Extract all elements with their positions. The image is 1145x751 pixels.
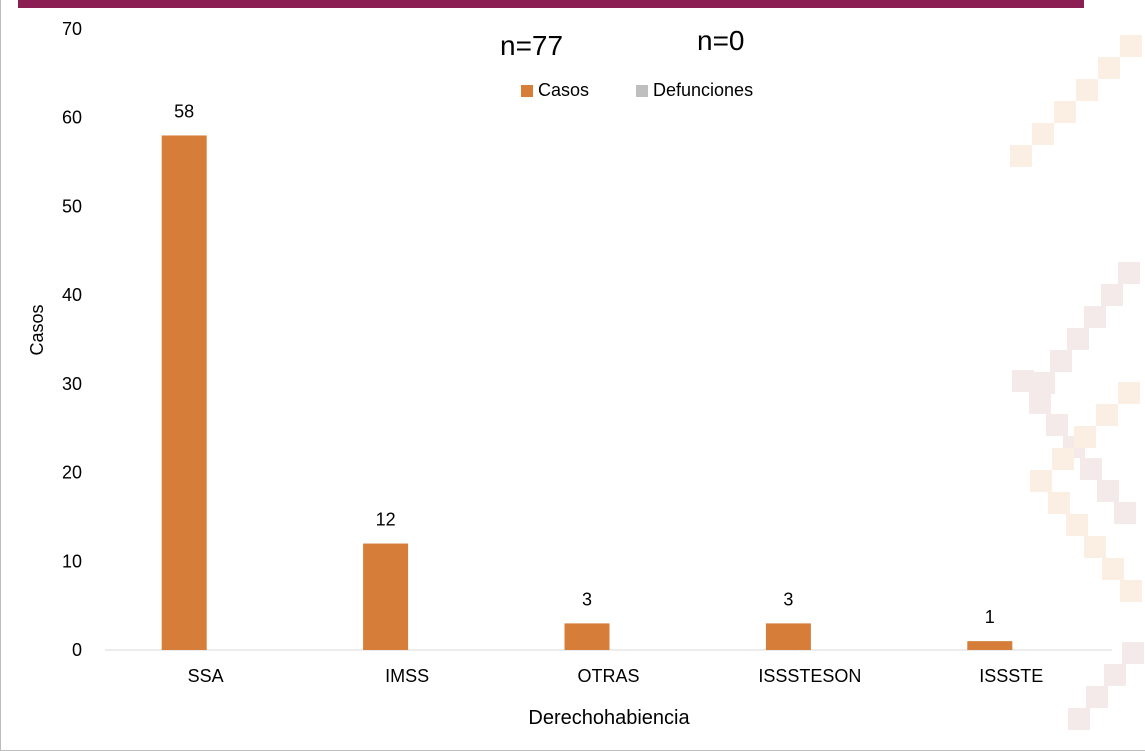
bar-labels-group: 58 12 3 3 1 xyxy=(174,101,995,627)
pattern-square xyxy=(1048,492,1070,514)
pattern-square xyxy=(1032,123,1054,145)
pattern-square xyxy=(1066,514,1088,536)
bar-value-label: 58 xyxy=(174,101,194,121)
pattern-square xyxy=(1118,382,1140,404)
pattern-square xyxy=(1076,79,1098,101)
n-defunciones-label: n=0 xyxy=(697,25,745,56)
pattern-square xyxy=(1050,350,1072,372)
x-tick-label: ISSSTE xyxy=(979,666,1043,686)
pattern-square xyxy=(1052,448,1074,470)
pattern-square xyxy=(1118,262,1140,284)
legend-swatch-defunciones xyxy=(636,85,648,97)
bar-value-label: 12 xyxy=(376,510,396,530)
x-tick-label: ISSSTESON xyxy=(758,666,861,686)
pattern-square xyxy=(1096,404,1118,426)
header-bar xyxy=(18,0,1084,8)
pattern-square xyxy=(1120,580,1142,602)
y-axis-title: Casos xyxy=(27,304,47,355)
bar-casos xyxy=(564,623,610,650)
pattern-square xyxy=(1098,57,1120,79)
pattern-square xyxy=(1104,664,1126,686)
pattern-square xyxy=(1012,370,1034,392)
pattern-square xyxy=(1029,392,1051,414)
pattern-square xyxy=(1080,458,1102,480)
y-tick-label: 60 xyxy=(62,108,82,128)
y-tick-label: 50 xyxy=(62,196,82,216)
x-axis-ticks: SSA IMSS OTRAS ISSSTESON ISSSTE xyxy=(188,666,1044,686)
legend-label-casos: Casos xyxy=(538,80,589,100)
n-casos-label: n=77 xyxy=(500,30,564,61)
pattern-square xyxy=(1030,470,1052,492)
y-tick-label: 0 xyxy=(72,640,82,660)
y-tick-label: 30 xyxy=(62,374,82,394)
x-tick-label: IMSS xyxy=(385,666,429,686)
bars-group xyxy=(161,135,1013,650)
pattern-square xyxy=(1102,558,1124,580)
pattern-square xyxy=(1086,686,1108,708)
pattern-square xyxy=(1033,372,1055,394)
legend: Casos Defunciones xyxy=(521,80,753,100)
pattern-square xyxy=(1120,35,1142,57)
pattern-square xyxy=(1122,642,1144,664)
bar-casos xyxy=(363,543,409,650)
y-tick-label: 40 xyxy=(62,285,82,305)
pattern-square xyxy=(1101,284,1123,306)
bar-casos xyxy=(765,623,811,650)
y-axis-ticks: 0 10 20 30 40 50 60 70 xyxy=(62,19,82,660)
legend-swatch-casos xyxy=(521,85,533,97)
pattern-square xyxy=(1054,101,1076,123)
pattern-square xyxy=(1084,306,1106,328)
bar-value-label: 3 xyxy=(582,589,592,609)
pattern-square xyxy=(1068,708,1090,730)
pattern-square xyxy=(1097,480,1119,502)
pattern-square xyxy=(1084,536,1106,558)
bar-value-label: 3 xyxy=(783,589,793,609)
y-tick-label: 10 xyxy=(62,551,82,571)
pattern-square xyxy=(1010,145,1032,167)
pattern-square xyxy=(1046,414,1068,436)
y-tick-label: 70 xyxy=(62,19,82,39)
pattern-square xyxy=(1074,426,1096,448)
x-tick-label: SSA xyxy=(188,666,224,686)
legend-label-defunciones: Defunciones xyxy=(653,80,753,100)
frame-left-border xyxy=(0,0,1,751)
bar-value-label: 1 xyxy=(985,607,995,627)
pattern-square xyxy=(1114,502,1136,524)
bar-casos xyxy=(967,641,1013,650)
x-tick-label: OTRAS xyxy=(577,666,639,686)
bar-casos xyxy=(161,135,207,650)
pattern-square xyxy=(1067,328,1089,350)
y-tick-label: 20 xyxy=(62,463,82,483)
x-axis-title: Derechohabiencia xyxy=(528,707,690,729)
